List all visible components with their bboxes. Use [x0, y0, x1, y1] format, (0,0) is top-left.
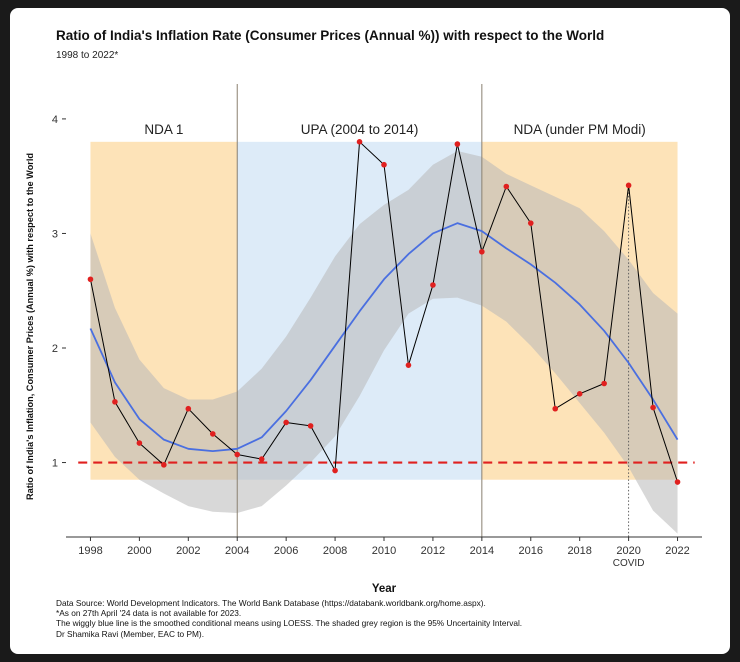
data-point [650, 404, 656, 411]
period-labels: NDA 1 UPA (2004 to 2014) NDA (under PM Mod… [144, 122, 645, 137]
x-tick-label: 2010 [372, 545, 396, 557]
data-point [87, 276, 94, 283]
y-tick-label: 1 [52, 458, 58, 470]
data-point [625, 182, 632, 189]
source-notes: Data Source: World Development Indicator… [56, 598, 522, 639]
data-point [356, 139, 363, 145]
x-tick-label: 2006 [274, 545, 298, 557]
x-tick-label: 1998 [78, 545, 102, 557]
x-tick-label: 2016 [519, 545, 543, 557]
ratio-points [87, 139, 681, 485]
data-point [381, 161, 387, 168]
data-point [527, 220, 534, 226]
x-tick-label: 2022 [665, 545, 689, 557]
period-label: NDA (under PM Modi) [514, 122, 646, 137]
y-tick-label: 2 [52, 343, 58, 355]
data-point [234, 451, 241, 458]
covid-label: COVID [613, 558, 645, 569]
x-axis-label: Year [372, 583, 397, 595]
x-tick-label: 2012 [421, 545, 445, 557]
chart-title: Ratio of India's Inflation Rate (Consume… [56, 28, 605, 43]
x-tick-label: 2008 [323, 545, 347, 557]
x-tick-label: 2020 [616, 545, 640, 557]
data-point [430, 282, 436, 288]
y-tick-label: 4 [52, 114, 58, 126]
data-point [209, 431, 216, 437]
axes: 1 2 3 4 1998 2000 2002 2004 2006 2008 2010 2012 2014… [25, 114, 702, 595]
data-point [479, 248, 485, 255]
loess-line-group [89, 222, 679, 452]
data-point [552, 405, 559, 412]
x-tick-label: 2004 [225, 545, 249, 557]
x-tick-label: 2000 [127, 545, 151, 557]
data-point [332, 467, 338, 474]
period-label: UPA (2004 to 2014) [301, 122, 419, 137]
data-point [185, 405, 192, 412]
data-point [576, 391, 583, 397]
data-point [136, 440, 143, 446]
data-point [405, 362, 412, 368]
y-axis-label: Ratio of India's Inflation, Consumer Pri… [25, 153, 35, 500]
data-point [258, 456, 265, 462]
data-point [503, 183, 510, 190]
data-point [307, 423, 314, 429]
y-tick-label: 3 [52, 228, 58, 240]
note-line: Data Source: World Development Indicator… [56, 598, 486, 608]
data-point [601, 380, 607, 387]
x-tick-label: 2018 [567, 545, 591, 557]
note-line: *As on 27th April '24 data is not availa… [56, 608, 242, 619]
loess-line [89, 222, 679, 452]
x-tick-label: 2002 [176, 545, 200, 557]
data-point [112, 399, 118, 405]
data-point [454, 141, 461, 147]
note-line: The wiggly blue line is the smoothed con… [56, 618, 523, 629]
data-point [674, 479, 681, 485]
data-point [283, 419, 289, 426]
note-line: Dr Shamika Ravi (Member, EAC to PM). [56, 628, 204, 639]
data-point [161, 462, 167, 468]
period-label: NDA 1 [144, 122, 183, 137]
chart-subtitle: 1998 to 2022* [56, 50, 119, 61]
x-tick-label: 2014 [470, 545, 494, 557]
